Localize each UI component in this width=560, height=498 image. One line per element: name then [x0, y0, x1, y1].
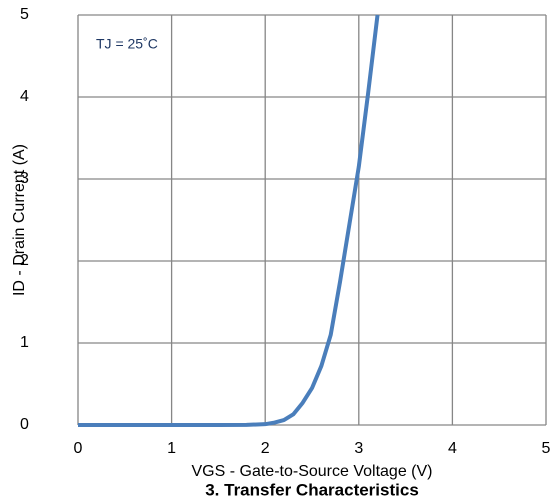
data-line — [78, 14, 380, 427]
y-tick-label: 1 — [20, 334, 29, 351]
x-tick-label: 1 — [167, 440, 176, 457]
y-tick-label: 0 — [20, 416, 29, 433]
x-tick-label: 4 — [448, 440, 457, 457]
y-tick-label: 2 — [20, 252, 29, 269]
y-tick-label: 4 — [20, 88, 29, 105]
x-axis-label: VGS - Gate-to-Source Voltage (V) — [192, 463, 433, 480]
x-tick-label: 5 — [542, 440, 551, 457]
x-tick-label: 0 — [74, 440, 83, 457]
y-tick-label: 5 — [20, 6, 29, 23]
x-tick-label: 3 — [354, 440, 363, 457]
y-tick-label: 3 — [20, 170, 29, 187]
x-tick-label: 2 — [261, 440, 270, 457]
y-axis-label: ID - Drain Current (A) — [11, 144, 28, 296]
chart-title: 3. Transfer Characteristics — [205, 480, 419, 498]
annotation: TJ = 25˚C — [96, 36, 158, 52]
